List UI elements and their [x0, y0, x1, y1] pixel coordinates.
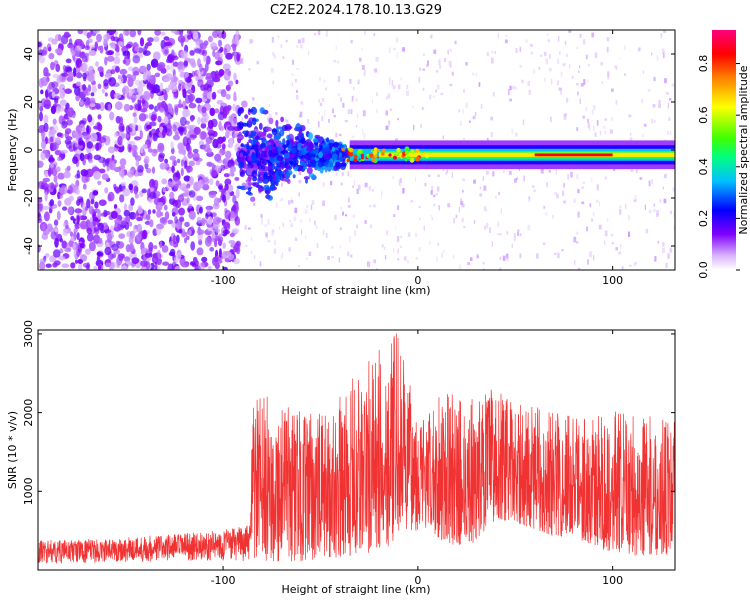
- y-tick-label: 20: [22, 95, 35, 109]
- snr-y-label: SNR (10 * v/v): [6, 411, 19, 489]
- figure-title: C2E2.2024.178.10.13.G29: [270, 3, 442, 18]
- colorbar-ticks: 0.0 0.2 0.4 0.6 0.8: [697, 55, 740, 279]
- x-tick-label: -100: [211, 274, 236, 287]
- x-tick-label: 0: [414, 274, 421, 287]
- spectrogram-heatmap: [38, 30, 675, 270]
- snr-panel: -100 0 100 1000 2000 3000 Height of straight…: [6, 320, 676, 596]
- snr-x-ticks: -100 0 100: [211, 330, 623, 587]
- x-tick-label: 100: [602, 274, 623, 287]
- colorbar-tick-label: 0.6: [697, 106, 710, 124]
- colorbar-tick-label: 0.8: [697, 55, 710, 73]
- snr-series-line: [38, 333, 675, 564]
- spectrogram-y-label: Frequency (Hz): [6, 109, 19, 192]
- colorbar: 0.0 0.2 0.4 0.6 0.8 Normalized spectral ampl…: [697, 30, 750, 279]
- x-tick-label: 100: [602, 574, 623, 587]
- colorbar-tick-label: 0.2: [697, 210, 710, 228]
- spectrogram-x-label: Height of straight line (km): [281, 284, 430, 297]
- y-tick-label: 40: [22, 47, 35, 61]
- colorbar-tick-label: 0.0: [697, 261, 710, 279]
- spectrogram-x-ticks: -100 0 100: [211, 30, 623, 287]
- colorbar-gradient: [712, 30, 736, 270]
- y-tick-label: 3000: [22, 320, 35, 348]
- spectrogram-y-ticks: -40 -20 0 20 40: [22, 47, 675, 255]
- colorbar-tick-label: 0.4: [697, 158, 710, 176]
- snr-frame: [37, 329, 676, 571]
- x-tick-label: -100: [211, 574, 236, 587]
- snr-y-ticks: 1000 2000 3000: [22, 320, 675, 505]
- snr-x-label: Height of straight line (km): [281, 583, 430, 596]
- y-tick-label: -20: [22, 189, 35, 207]
- y-tick-label: 1000: [22, 477, 35, 505]
- y-tick-label: -40: [22, 237, 35, 255]
- y-tick-label: 2000: [22, 399, 35, 427]
- spectrogram-panel: -100 0 100 -40 -20 0 20 40 Height of straight …: [6, 29, 676, 297]
- colorbar-label: Normalized spectral amplitude: [737, 65, 750, 234]
- y-tick-label: 0: [22, 147, 35, 154]
- x-tick-label: 0: [414, 574, 421, 587]
